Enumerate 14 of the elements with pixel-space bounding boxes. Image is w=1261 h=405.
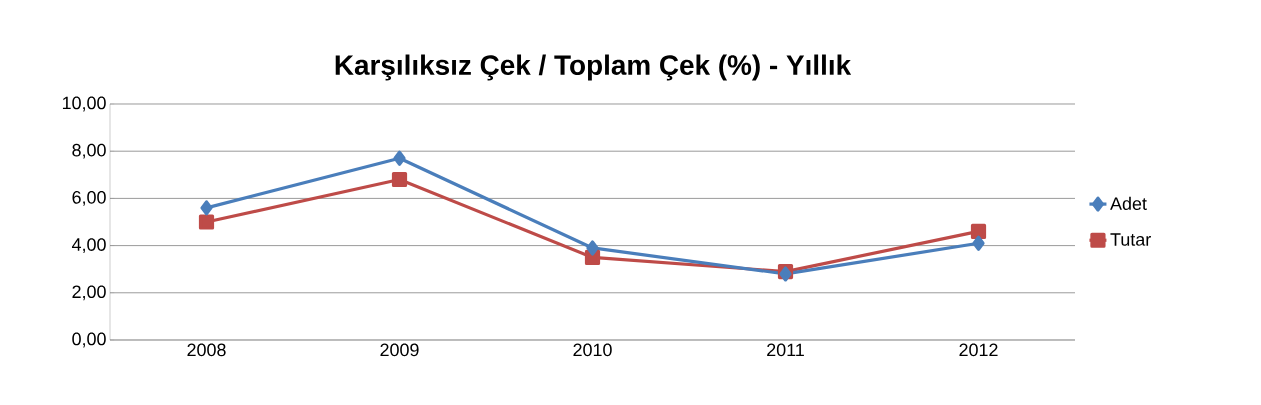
- y-tick-label: 6,00: [72, 190, 106, 206]
- y-tick-label: 10,00: [62, 96, 106, 112]
- x-tick-label: 2012: [959, 343, 998, 357]
- x-tick-label: 2010: [573, 343, 612, 357]
- legend-label: Adet: [1110, 196, 1147, 211]
- y-tick-label: 8,00: [72, 143, 106, 159]
- chart-title: Karşılıksız Çek / Toplam Çek (%) - Yıllık: [335, 54, 852, 81]
- y-tick-label: 4,00: [71, 238, 106, 254]
- x-tick-label: 2011: [767, 343, 804, 357]
- y-tick-label: 0,00: [72, 332, 106, 348]
- x-tick-label: 2008: [187, 343, 226, 357]
- legend-label: Tutar: [1110, 233, 1151, 246]
- x-tick-label: 2009: [380, 343, 419, 357]
- y-tick-label: 2,00: [72, 285, 106, 301]
